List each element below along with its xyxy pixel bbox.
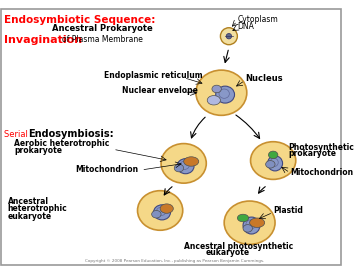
Ellipse shape xyxy=(243,225,252,232)
Ellipse shape xyxy=(138,191,183,230)
Text: Copyright © 2008 Pearson Education, Inc., publishing as Pearson Benjamin Cumming: Copyright © 2008 Pearson Education, Inc.… xyxy=(85,259,264,263)
Ellipse shape xyxy=(269,151,278,159)
Text: eukaryote: eukaryote xyxy=(205,248,249,257)
Text: Aerobic heterotrophic: Aerobic heterotrophic xyxy=(14,139,110,148)
Text: Endosymbiotic Sequence:: Endosymbiotic Sequence: xyxy=(4,15,155,25)
Ellipse shape xyxy=(196,70,247,115)
Ellipse shape xyxy=(207,96,220,105)
Text: DNA: DNA xyxy=(237,22,254,31)
Text: Photosynthetic: Photosynthetic xyxy=(288,143,354,152)
Text: Ancestral: Ancestral xyxy=(8,196,49,206)
Text: Cytoplasm: Cytoplasm xyxy=(237,15,278,24)
Ellipse shape xyxy=(177,159,194,174)
Text: of Plasma Membrane: of Plasma Membrane xyxy=(62,35,143,44)
Text: prokaryote: prokaryote xyxy=(14,146,62,155)
Ellipse shape xyxy=(212,85,221,93)
Text: Mitochondrion: Mitochondrion xyxy=(290,168,353,177)
Ellipse shape xyxy=(184,157,199,166)
Text: heterotrophic: heterotrophic xyxy=(8,204,67,213)
Ellipse shape xyxy=(237,214,249,222)
Text: prokaryote: prokaryote xyxy=(288,149,336,158)
Ellipse shape xyxy=(224,201,275,244)
Ellipse shape xyxy=(154,205,171,220)
Ellipse shape xyxy=(216,86,234,103)
Text: Endosymbiosis:: Endosymbiosis: xyxy=(28,129,114,139)
Text: Nuclear envelope: Nuclear envelope xyxy=(122,86,198,95)
Ellipse shape xyxy=(152,210,161,218)
Ellipse shape xyxy=(268,156,282,171)
Circle shape xyxy=(226,33,232,39)
Ellipse shape xyxy=(160,204,173,213)
Text: eukaryote: eukaryote xyxy=(8,212,52,221)
Ellipse shape xyxy=(266,161,275,168)
Circle shape xyxy=(220,28,237,45)
FancyBboxPatch shape xyxy=(1,9,341,265)
Text: Plastid: Plastid xyxy=(273,206,303,215)
Ellipse shape xyxy=(174,164,184,172)
Text: Ancestral photosynthetic: Ancestral photosynthetic xyxy=(184,242,293,251)
Ellipse shape xyxy=(250,142,296,179)
Ellipse shape xyxy=(250,218,265,227)
Text: Ancestral Prokaryote: Ancestral Prokaryote xyxy=(52,24,152,33)
Ellipse shape xyxy=(243,217,260,234)
Text: Mitochondrion: Mitochondrion xyxy=(76,165,138,175)
Ellipse shape xyxy=(161,144,206,183)
Text: Nucleus: Nucleus xyxy=(245,74,282,83)
Text: Invagination: Invagination xyxy=(4,35,82,45)
Text: Serial: Serial xyxy=(4,130,30,139)
Text: Endoplasmic reticulum: Endoplasmic reticulum xyxy=(103,71,202,80)
